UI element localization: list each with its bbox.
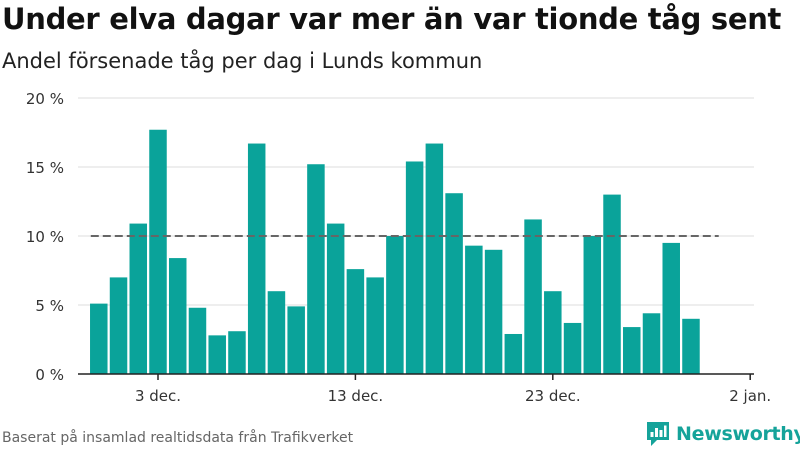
bar [188, 307, 207, 374]
bar [90, 303, 108, 374]
y-tick-label: 20 % [26, 90, 64, 108]
bar [149, 129, 167, 374]
chart-subtitle: Andel försenade tåg per dag i Lunds komm… [2, 49, 483, 73]
bar [465, 245, 483, 374]
bar [662, 242, 680, 374]
bars [90, 129, 700, 374]
bar [425, 143, 444, 374]
bar [563, 322, 582, 374]
y-tick-label: 0 % [35, 366, 64, 384]
bar [603, 194, 621, 374]
bar [524, 219, 542, 374]
bar [484, 249, 503, 374]
bar [109, 277, 128, 374]
bar [366, 277, 384, 374]
x-axis-ticks: 3 dec. 13 dec. 23 dec. 2 jan. [135, 374, 771, 405]
bar [228, 331, 246, 374]
bar [623, 327, 641, 374]
bar [682, 318, 700, 374]
bar [287, 306, 305, 374]
bar [267, 291, 286, 374]
bar [386, 236, 404, 374]
y-tick-label: 10 % [26, 228, 64, 246]
bar [208, 335, 226, 374]
chart-title: Under elva dagar var mer än var tionde t… [2, 2, 782, 36]
newsworthy-logo-icon [647, 422, 669, 446]
bar [168, 258, 187, 374]
y-axis-ticks: 0 % 5 % 10 % 15 % 20 % [26, 90, 64, 384]
bar [247, 143, 266, 374]
x-tick-label: 2 jan. [729, 387, 771, 405]
brand-name: Newsworthy [676, 423, 800, 445]
bar [129, 223, 148, 374]
bar [326, 223, 345, 374]
bar [405, 161, 424, 374]
source-note: Baserat på insamlad realtidsdata från Tr… [2, 430, 354, 446]
bar [346, 269, 365, 374]
x-tick-label: 13 dec. [328, 387, 384, 405]
y-tick-label: 5 % [35, 297, 64, 315]
bar [445, 193, 463, 374]
y-tick-label: 15 % [26, 159, 64, 177]
brand-logo[interactable]: Newsworthy [646, 420, 800, 448]
bar [544, 291, 562, 374]
bar [307, 164, 325, 374]
bar [583, 236, 602, 374]
x-tick-label: 3 dec. [135, 387, 181, 405]
bar [504, 333, 523, 374]
x-tick-label: 23 dec. [525, 387, 581, 405]
bar [642, 313, 661, 374]
